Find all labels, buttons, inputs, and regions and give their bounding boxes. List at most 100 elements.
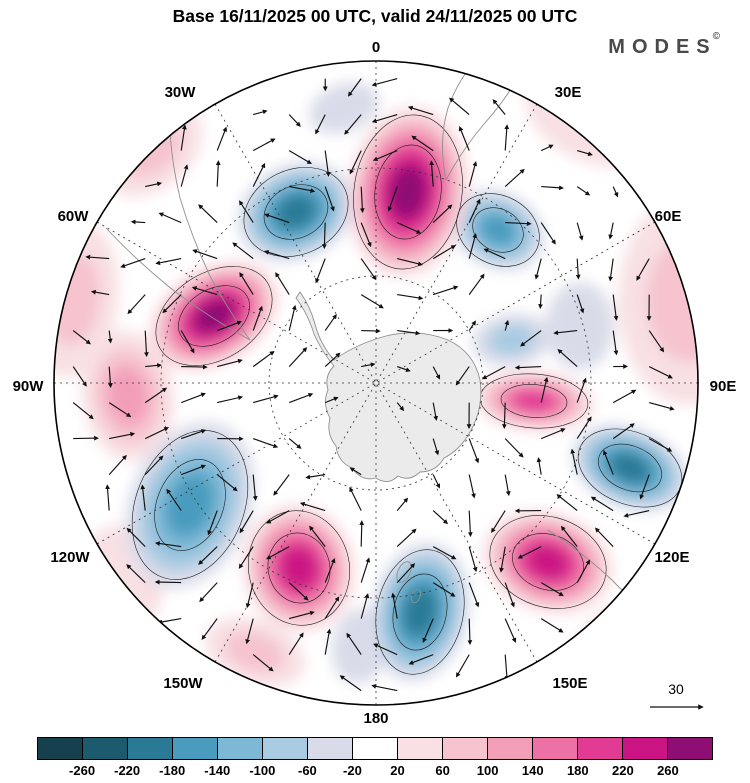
colorbar-tick-label: -20 (343, 763, 362, 778)
wind-vector-arrow (252, 654, 274, 672)
wind-vector-arrow (468, 320, 477, 331)
wind-vector-arrow (127, 294, 146, 315)
wind-vector-arrow (468, 438, 480, 464)
anomaly-fill (598, 616, 658, 660)
wind-vector-arrow (107, 366, 113, 389)
colorbar-cell (397, 738, 442, 759)
wind-vector-arrow (504, 654, 510, 681)
colorbar-cells (37, 737, 713, 760)
colorbar: -260 -220 -180 -140 -100 -60 -20 20 60 100 140 180 2… (37, 737, 713, 781)
wind-vector-arrow (215, 160, 221, 187)
wind-vector-arrow (144, 387, 168, 404)
anomaly-fill (390, 166, 426, 218)
wind-vector-arrow (636, 258, 650, 281)
colorbar-tick-label: -220 (114, 763, 141, 778)
lon-label-60e: 60E (655, 208, 682, 225)
anomaly-field (54, 69, 698, 687)
wind-vector-arrow (349, 486, 362, 511)
wind-vector-arrow (429, 160, 435, 187)
wind-vector-arrow (432, 402, 439, 421)
contour-line (392, 573, 448, 651)
lon-label-150w: 150W (163, 675, 203, 692)
contour-line (353, 114, 463, 270)
wind-vector-arrow (612, 186, 619, 198)
wind-vector-arrow (639, 474, 650, 500)
wind-vector-arrow (201, 618, 218, 640)
wind-vector-arrow (504, 124, 510, 151)
wind-vector-arrow (191, 286, 218, 296)
wind-vector-arrow (448, 97, 470, 116)
wind-vector-arrow (467, 510, 473, 538)
wind-vector-arrow (481, 366, 506, 380)
wind-vector-arrow (608, 222, 614, 240)
colorbar-cell (622, 738, 667, 759)
wind-vector-arrow (349, 467, 362, 476)
wind-vector-arrow (232, 242, 254, 260)
wind-vector-arrow (360, 557, 371, 583)
wind-vector-arrow (536, 457, 542, 475)
lon-label-30w: 30W (165, 84, 197, 101)
wind-vector-arrow (324, 352, 341, 368)
south-america-east-coast (169, 131, 251, 341)
colorbar-cell (262, 738, 307, 759)
wind-vector-arrow (107, 330, 113, 344)
wind-vector-arrow (397, 258, 423, 267)
wind-vector-arrow (360, 258, 377, 281)
wind-vector-arrow (324, 150, 331, 177)
wind-vector-arrow (540, 144, 554, 152)
wind-vector-arrow (239, 272, 254, 295)
wind-vector-arrow (391, 592, 398, 619)
wind-vector-arrow (468, 582, 480, 608)
wind-vector-arrow (387, 186, 398, 212)
wind-vector-arrow (305, 474, 326, 480)
wind-vector-arrow (576, 377, 587, 403)
wind-vector-arrow (347, 78, 362, 97)
wind-vector-arrow (504, 438, 524, 458)
wind-vector-arrow (608, 258, 614, 282)
wind-vector-arrow (612, 423, 635, 440)
colorbar-tick-label: 260 (657, 763, 679, 778)
wind-vector-arrow (199, 582, 218, 603)
wind-vector-arrow (299, 501, 326, 512)
wind-vector-arrow (534, 258, 542, 280)
wind-vectors (72, 78, 675, 692)
wind-vector-arrow (517, 546, 542, 559)
wind-vector-arrow (371, 114, 398, 124)
contour-line (375, 549, 465, 675)
africa-east-coast (445, 83, 515, 181)
wind-vector-arrow (275, 272, 290, 295)
wind-vector-arrow (504, 618, 517, 643)
wind-vector-arrow (594, 527, 614, 547)
wind-vector-arrow (158, 212, 182, 224)
wind-vector-arrow (273, 474, 290, 496)
wind-vector-arrow (504, 582, 515, 608)
wind-vector-arrow (252, 350, 275, 368)
wind-vector-arrow (288, 114, 301, 127)
wind-vector-arrow (322, 222, 327, 250)
wind-vector-arrow (198, 546, 218, 565)
wind-vector-arrow (238, 546, 254, 569)
wind-vector-arrow (540, 222, 556, 245)
wind-vector-arrow (324, 186, 335, 212)
wind-vector-arrow (253, 109, 268, 116)
contour-line (267, 532, 331, 604)
wind-vector-arrow (207, 510, 218, 536)
wind-vector-arrow (346, 632, 362, 655)
wind-vector-arrow (216, 474, 238, 492)
wind-vector-arrow (72, 330, 91, 345)
wind-vector-arrow (483, 248, 506, 260)
wind-vector-arrow (289, 610, 315, 620)
colorbar-tick-label: -260 (69, 763, 96, 778)
wind-vector-arrow (180, 392, 206, 404)
contour-line (472, 207, 524, 253)
wind-vector-arrow (575, 258, 581, 280)
wind-vector-arrow (371, 683, 398, 692)
wind-vector-arrow (309, 525, 326, 547)
wind-vector-arrow (245, 618, 254, 645)
wind-vector-arrow (252, 305, 263, 331)
wind-vector-arrow (557, 349, 578, 368)
wind-vector-arrow (166, 488, 182, 511)
colorbar-tick-label: 100 (476, 763, 499, 778)
anomaly-fill (610, 453, 650, 483)
